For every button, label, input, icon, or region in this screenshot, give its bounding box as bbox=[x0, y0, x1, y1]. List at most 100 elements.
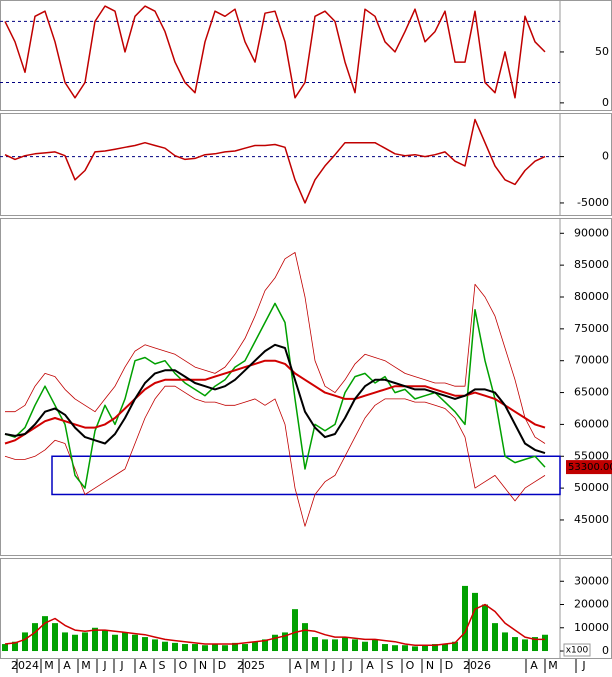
price-tag-label: 53300.00 bbox=[568, 462, 612, 473]
panel-frame bbox=[0, 218, 612, 556]
x-tick-label: 2025 bbox=[237, 659, 265, 672]
series-line bbox=[4, 302, 546, 489]
volume-bar bbox=[412, 646, 418, 652]
volume-bar bbox=[242, 644, 248, 652]
x-tick-label: D bbox=[218, 659, 226, 672]
x-tick-label: M bbox=[548, 659, 558, 672]
x-tick-label: J bbox=[119, 659, 123, 672]
y-tick-label: 10000 bbox=[574, 621, 609, 634]
x-tick-label: M bbox=[310, 659, 320, 672]
volume-bar bbox=[12, 641, 18, 652]
x-tick-label: A bbox=[530, 659, 538, 672]
x-tick-label: 2024 bbox=[11, 659, 39, 672]
volume-bar bbox=[232, 642, 238, 652]
volume-bar bbox=[92, 627, 98, 652]
series-line bbox=[4, 5, 546, 99]
volume-bar bbox=[452, 641, 458, 652]
volume-bar bbox=[132, 634, 138, 652]
x-tick-label: J bbox=[102, 659, 106, 672]
volume-bar bbox=[52, 623, 58, 652]
volume-bar bbox=[32, 623, 38, 652]
volume-bar bbox=[342, 637, 348, 652]
x-tick-label: A bbox=[294, 659, 302, 672]
volume-bar bbox=[292, 609, 298, 652]
volume-bar bbox=[212, 644, 218, 652]
volume-bar bbox=[272, 634, 278, 652]
y-tick-label: 75000 bbox=[574, 322, 609, 335]
unit-box bbox=[563, 643, 591, 657]
volume-bar bbox=[432, 644, 438, 652]
volume-bar bbox=[542, 634, 548, 652]
series-line bbox=[5, 252, 546, 444]
volume-bar bbox=[82, 632, 88, 652]
x-tick-label: 2026 bbox=[463, 659, 491, 672]
volume-bar bbox=[482, 604, 488, 652]
y-tick-label: 60000 bbox=[574, 417, 609, 430]
x-tick-label: J bbox=[331, 659, 335, 672]
series-line bbox=[4, 359, 546, 445]
volume-bar bbox=[182, 644, 188, 652]
volume-bar bbox=[532, 637, 538, 652]
volume-bar bbox=[172, 642, 178, 652]
x-tick-label: D bbox=[445, 659, 453, 672]
volume-bar bbox=[472, 592, 478, 652]
volume-bar bbox=[162, 641, 168, 652]
y-tick-label: 0 bbox=[602, 644, 609, 657]
x-tick-label: O bbox=[406, 659, 415, 672]
volume-bar bbox=[112, 634, 118, 652]
x-tick-label: N bbox=[199, 659, 207, 672]
x-tick-label: N bbox=[426, 659, 434, 672]
y-tick-label: -5000 bbox=[577, 196, 609, 209]
volume-bar bbox=[352, 639, 358, 652]
volume-bar bbox=[422, 645, 428, 652]
volume-bar bbox=[142, 637, 148, 652]
volume-bar bbox=[122, 632, 128, 652]
volume-bar bbox=[252, 641, 258, 652]
y-tick-label: 55000 bbox=[574, 449, 609, 462]
volume-bar bbox=[222, 645, 228, 652]
y-tick-label: 50000 bbox=[574, 481, 609, 494]
volume-bar bbox=[152, 639, 158, 652]
y-tick-label: 80000 bbox=[574, 290, 609, 303]
y-tick-label: 0 bbox=[602, 150, 609, 163]
unit-label: x100 bbox=[566, 646, 589, 656]
series-line bbox=[4, 603, 545, 646]
volume-bar bbox=[262, 639, 268, 652]
x-tick-label: O bbox=[179, 659, 188, 672]
volume-bar bbox=[392, 645, 398, 652]
volume-bar bbox=[62, 632, 68, 652]
x-tick-label: J bbox=[348, 659, 352, 672]
support-zone bbox=[51, 455, 561, 496]
volume-bar bbox=[512, 637, 518, 652]
volume-bar bbox=[462, 585, 468, 652]
volume-bar bbox=[2, 644, 8, 652]
y-tick-label: 65000 bbox=[574, 386, 609, 399]
volume-bar bbox=[312, 637, 318, 652]
y-tick-label: 70000 bbox=[574, 354, 609, 367]
volume-bar bbox=[72, 634, 78, 652]
volume-bar bbox=[22, 632, 28, 652]
series-line bbox=[4, 385, 546, 527]
x-tick-label: M bbox=[44, 659, 54, 672]
x-tick-label: A bbox=[63, 659, 71, 672]
price-tag bbox=[566, 460, 612, 475]
y-tick-label: 50 bbox=[595, 45, 609, 58]
volume-bar bbox=[102, 630, 108, 652]
volume-bar bbox=[282, 632, 288, 652]
y-tick-label: 90000 bbox=[574, 226, 609, 239]
volume-bar bbox=[522, 639, 528, 652]
volume-bar bbox=[202, 645, 208, 652]
y-tick-label: 85000 bbox=[574, 258, 609, 271]
volume-bar bbox=[502, 632, 508, 652]
x-tick-label: S bbox=[159, 659, 166, 672]
volume-bar bbox=[492, 623, 498, 652]
volume-bar bbox=[402, 645, 408, 652]
y-tick-label: 20000 bbox=[574, 598, 609, 611]
volume-bar bbox=[302, 623, 308, 652]
y-tick-label: 0 bbox=[602, 96, 609, 109]
y-tick-label: 30000 bbox=[574, 574, 609, 587]
volume-bar bbox=[192, 644, 198, 652]
series-line bbox=[4, 118, 546, 204]
volume-bar bbox=[372, 639, 378, 652]
